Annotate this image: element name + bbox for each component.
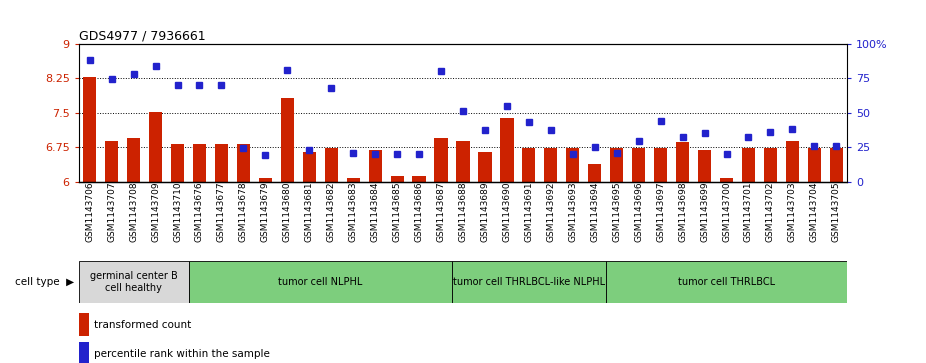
Text: GSM1143679: GSM1143679 [261, 182, 269, 242]
Text: tumor cell THRLBCL-like NLPHL: tumor cell THRLBCL-like NLPHL [453, 277, 605, 287]
Text: cell type  ▶: cell type ▶ [15, 277, 74, 287]
Text: transformed count: transformed count [94, 320, 192, 330]
Text: GSM1143692: GSM1143692 [546, 182, 556, 242]
Text: GSM1143703: GSM1143703 [788, 182, 797, 242]
Text: GSM1143707: GSM1143707 [107, 182, 116, 242]
Bar [346, 178, 360, 182]
Bar [654, 148, 668, 182]
FancyBboxPatch shape [79, 261, 189, 303]
Bar [522, 148, 535, 182]
Bar [807, 148, 821, 182]
Bar [79, 313, 89, 337]
Text: GSM1143691: GSM1143691 [524, 182, 533, 242]
Text: GSM1143694: GSM1143694 [590, 182, 599, 242]
Bar [742, 148, 755, 182]
Bar [566, 148, 580, 182]
Bar [676, 142, 689, 182]
Bar [391, 176, 404, 182]
Bar [369, 150, 382, 182]
Bar [193, 144, 206, 182]
Text: GSM1143681: GSM1143681 [305, 182, 314, 242]
FancyBboxPatch shape [606, 261, 847, 303]
Text: percentile rank within the sample: percentile rank within the sample [94, 348, 270, 359]
Text: GSM1143708: GSM1143708 [129, 182, 138, 242]
Bar [83, 77, 96, 182]
Bar [412, 176, 426, 182]
Text: GSM1143682: GSM1143682 [327, 182, 336, 242]
Text: GSM1143700: GSM1143700 [722, 182, 731, 242]
Text: GSM1143705: GSM1143705 [832, 182, 841, 242]
FancyBboxPatch shape [189, 261, 452, 303]
Text: tumor cell NLPHL: tumor cell NLPHL [278, 277, 362, 287]
Bar [610, 148, 623, 182]
Text: GSM1143687: GSM1143687 [436, 182, 445, 242]
Bar [457, 141, 469, 182]
Text: GSM1143678: GSM1143678 [239, 182, 248, 242]
Bar [764, 148, 777, 182]
Text: GSM1143696: GSM1143696 [634, 182, 644, 242]
Bar [830, 148, 843, 182]
Text: GSM1143704: GSM1143704 [810, 182, 819, 242]
Bar [127, 138, 140, 182]
Text: GSM1143699: GSM1143699 [700, 182, 709, 242]
Bar [500, 118, 514, 182]
Text: GSM1143684: GSM1143684 [370, 182, 380, 242]
FancyBboxPatch shape [452, 261, 606, 303]
Bar [171, 144, 184, 182]
Bar [632, 148, 645, 182]
Bar [786, 141, 799, 182]
Text: GSM1143685: GSM1143685 [393, 182, 402, 242]
Text: GSM1143697: GSM1143697 [657, 182, 665, 242]
Bar [149, 111, 162, 182]
Text: GSM1143686: GSM1143686 [415, 182, 423, 242]
Bar [325, 148, 338, 182]
Bar [434, 138, 447, 182]
Text: GSM1143688: GSM1143688 [458, 182, 468, 242]
Text: GSM1143701: GSM1143701 [744, 182, 753, 242]
Text: germinal center B
cell healthy: germinal center B cell healthy [90, 272, 178, 293]
Bar [544, 148, 557, 182]
Text: GDS4977 / 7936661: GDS4977 / 7936661 [79, 29, 206, 42]
Text: GSM1143683: GSM1143683 [349, 182, 357, 242]
Text: GSM1143702: GSM1143702 [766, 182, 775, 242]
Text: GSM1143677: GSM1143677 [217, 182, 226, 242]
Bar [215, 144, 228, 182]
Bar [303, 152, 316, 182]
Text: GSM1143676: GSM1143676 [195, 182, 204, 242]
Text: GSM1143695: GSM1143695 [612, 182, 621, 242]
Text: GSM1143710: GSM1143710 [173, 182, 182, 242]
Text: GSM1143689: GSM1143689 [481, 182, 490, 242]
Text: GSM1143698: GSM1143698 [678, 182, 687, 242]
Bar [105, 141, 119, 182]
Text: GSM1143693: GSM1143693 [569, 182, 577, 242]
Text: GSM1143680: GSM1143680 [282, 182, 292, 242]
Bar [237, 144, 250, 182]
Bar [588, 164, 601, 182]
Bar [698, 150, 711, 182]
Bar [281, 98, 294, 182]
Text: tumor cell THRLBCL: tumor cell THRLBCL [678, 277, 775, 287]
Text: GSM1143690: GSM1143690 [503, 182, 511, 242]
Bar [720, 178, 733, 182]
Bar [479, 152, 492, 182]
Text: GSM1143706: GSM1143706 [85, 182, 94, 242]
Bar [258, 178, 272, 182]
Text: GSM1143709: GSM1143709 [151, 182, 160, 242]
Bar [79, 342, 89, 363]
